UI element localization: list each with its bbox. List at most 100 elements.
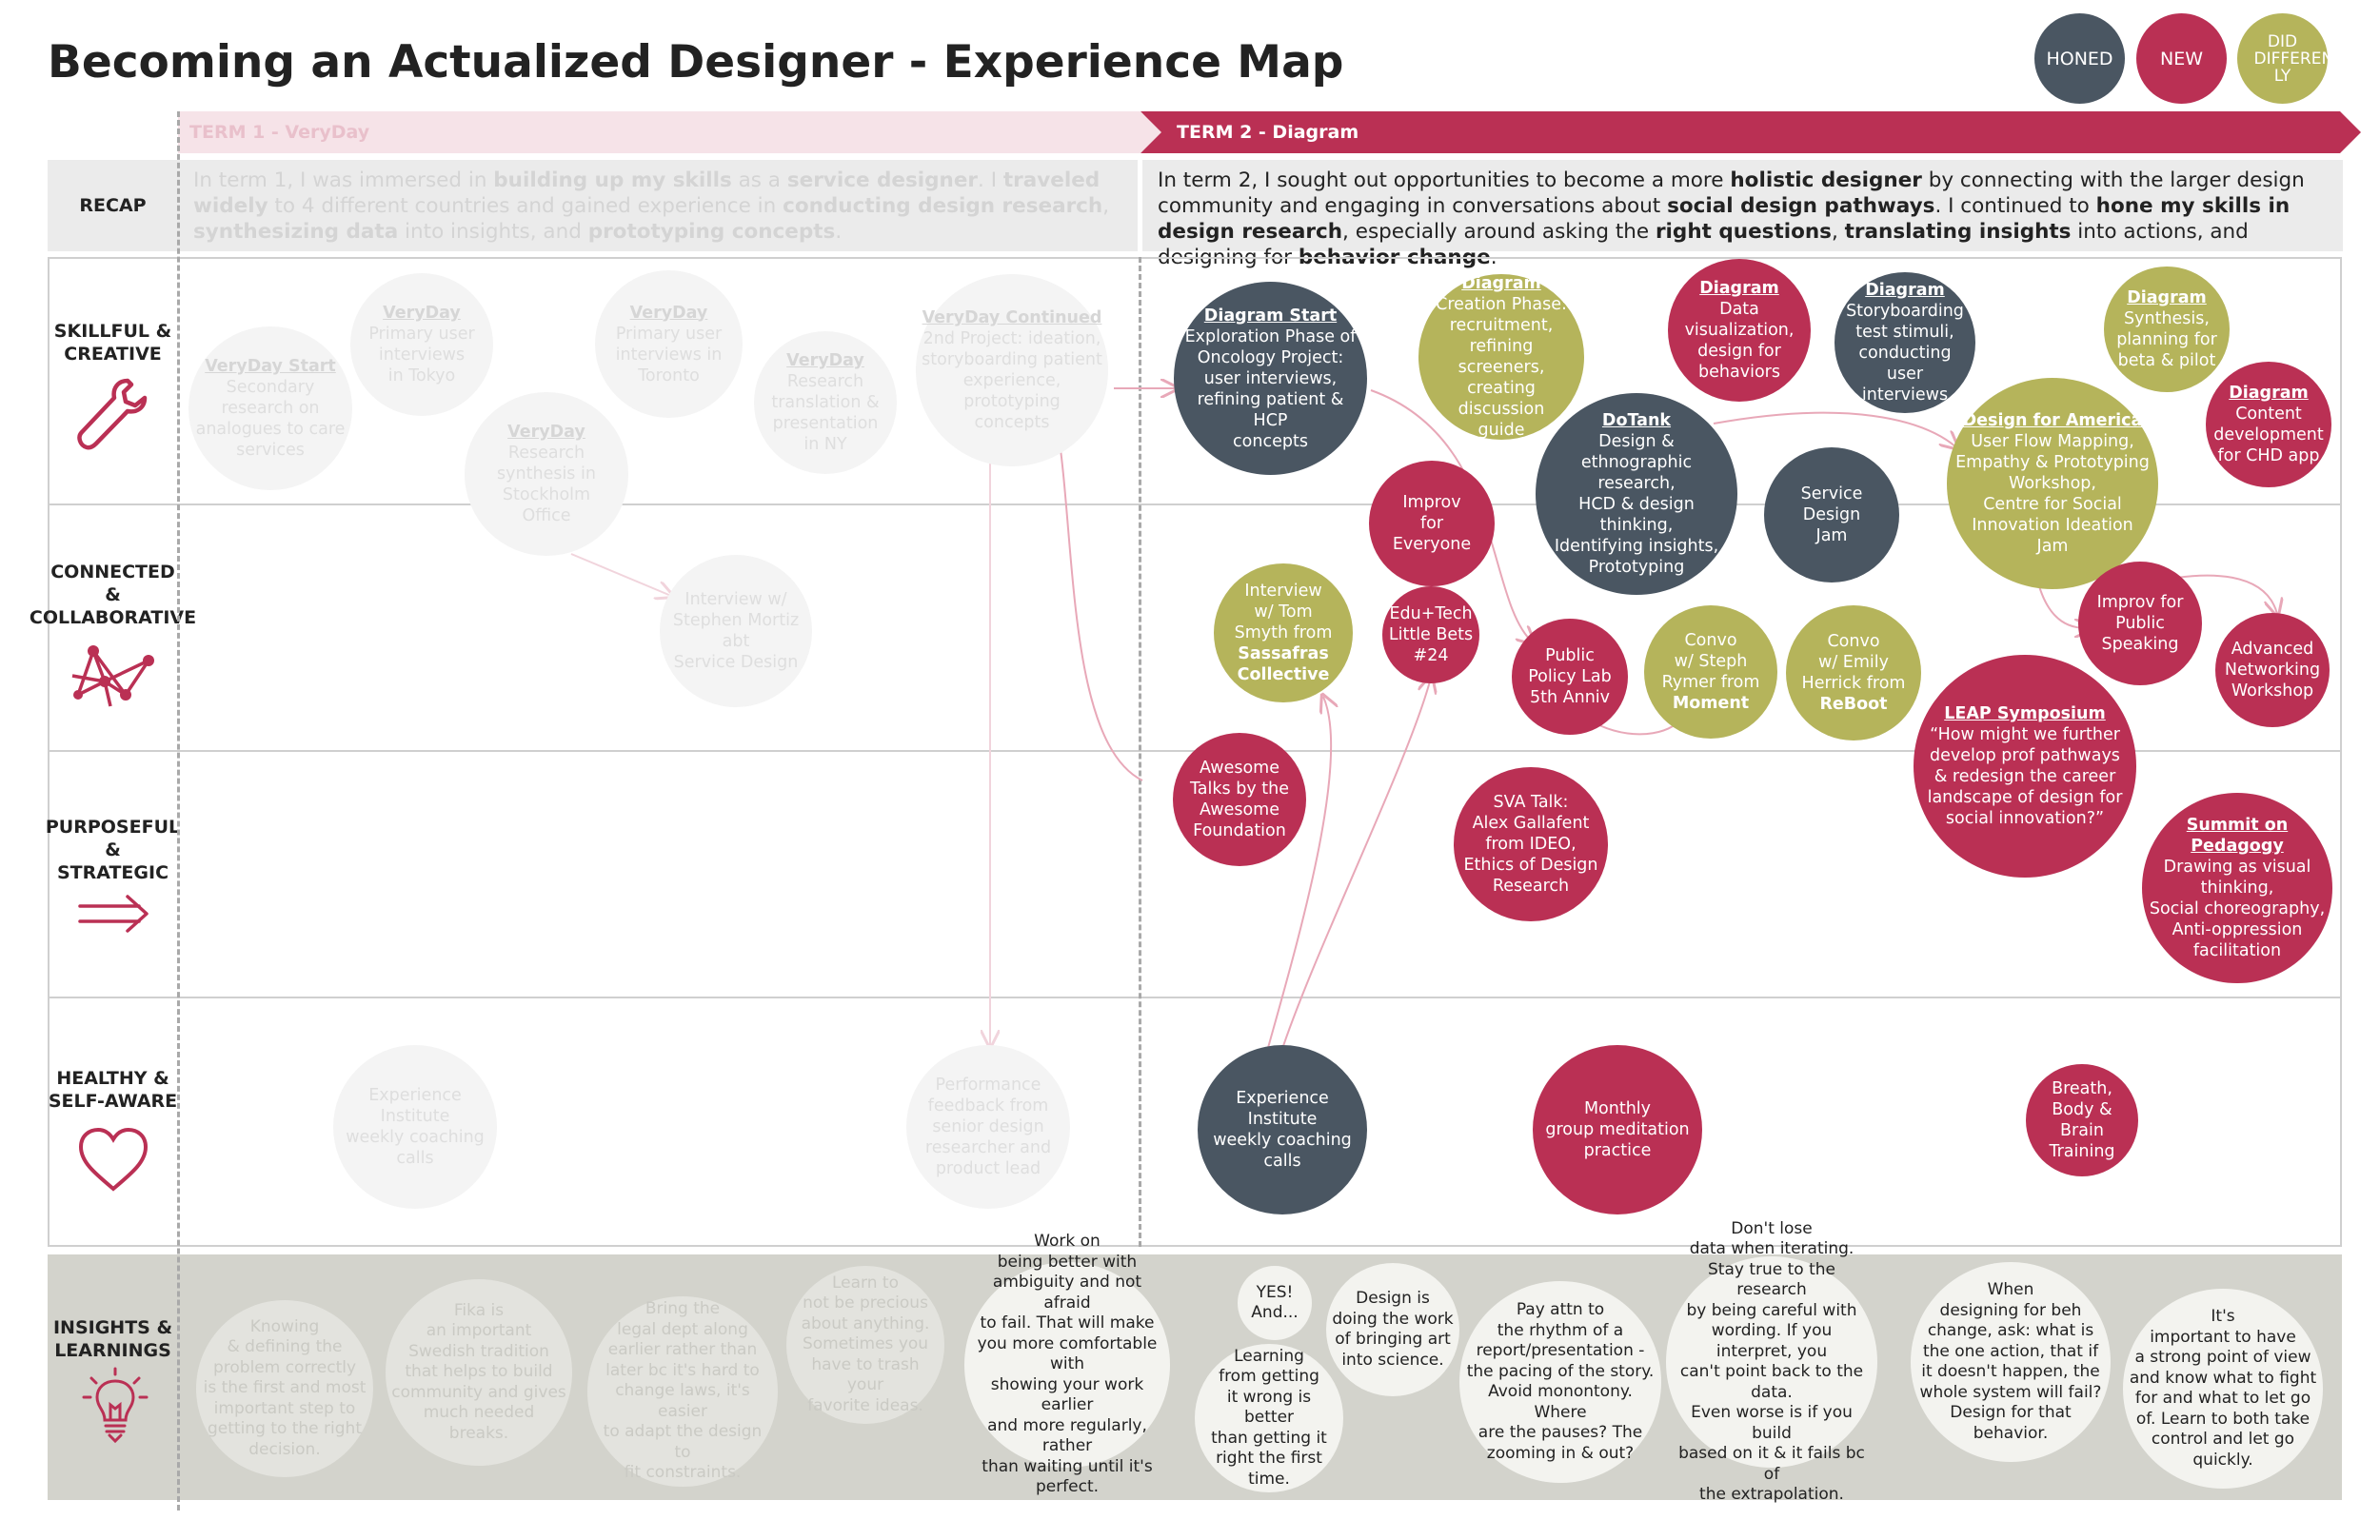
connector bbox=[1279, 678, 1431, 1056]
node-line: Policy Lab bbox=[1528, 667, 1612, 686]
node-line: Service bbox=[1800, 484, 1863, 503]
term1-bar: TERM 1 - VeryDay bbox=[178, 111, 1142, 153]
node-line: “How might we further bbox=[1930, 725, 2120, 744]
recap-emphasis: building up my skills bbox=[493, 168, 732, 192]
insight-line: Pay attn to bbox=[1516, 1300, 1605, 1319]
insight-line: much needed bbox=[423, 1403, 535, 1423]
node-line: Prototyping bbox=[1588, 558, 1685, 577]
insight-line: that helps to build bbox=[405, 1362, 553, 1382]
insight-line: Don't lose bbox=[1731, 1218, 1813, 1238]
node-line: Everyone bbox=[1392, 535, 1472, 554]
insight-line: breaks. bbox=[448, 1423, 509, 1443]
insight-line: perfect. bbox=[1035, 1477, 1100, 1497]
map-grid bbox=[48, 257, 2342, 1247]
row-label-connected: CONNECTED & COLLABORATIVE bbox=[30, 547, 196, 642]
node-line: SVA Talk: bbox=[1493, 793, 1569, 812]
node-title: Design for America bbox=[1962, 411, 2143, 430]
term1-start-divider bbox=[177, 111, 180, 1510]
node-meditation: Monthly group meditation practice bbox=[1533, 1045, 1702, 1214]
insight-line: based on it & it fails bc of bbox=[1678, 1444, 1865, 1484]
insight-line: is the first and most bbox=[203, 1378, 367, 1398]
row-divider bbox=[48, 503, 2342, 505]
row-label-text: & bbox=[105, 839, 121, 860]
insight-line: can't point back to the data. bbox=[1679, 1362, 1864, 1402]
node-line: #24 bbox=[1413, 646, 1449, 665]
recap-emphasis: conducting design research bbox=[783, 194, 1103, 218]
node-service-jam: Service Design Jam bbox=[1764, 447, 1899, 582]
node-line: Centre for Social bbox=[1983, 495, 2122, 514]
node-ei-coaching: Experience Institute weekly coaching calls bbox=[1198, 1045, 1367, 1214]
insight-line: data when iterating. bbox=[1689, 1239, 1854, 1258]
node-convo-emily: Convo w/ Emily Herrick from ReBoot bbox=[1786, 605, 1921, 740]
recap-text: . I bbox=[978, 168, 1003, 192]
node-convo-steph: Convo w/ Steph Rymer from Moment bbox=[1644, 605, 1777, 739]
insight-line: time. bbox=[1248, 1469, 1290, 1489]
node-line: interviews bbox=[378, 346, 466, 365]
recap-text: into insights, and bbox=[398, 220, 588, 244]
node-awesome: Awesome Talks by the Awesome Foundation bbox=[1173, 733, 1306, 866]
node-line: Speaking bbox=[2101, 635, 2179, 654]
node-line: Advanced bbox=[2231, 640, 2314, 659]
insight-line: Stay true to the research bbox=[1708, 1259, 1835, 1300]
node-line: Ethics of Design bbox=[1463, 856, 1598, 875]
insight-ins-8: Learning from getting it wrong is better th… bbox=[1195, 1344, 1343, 1492]
node-line: interviews in bbox=[615, 345, 723, 365]
node-line: for CHD app bbox=[2217, 446, 2320, 465]
insight-line: by being careful with bbox=[1686, 1300, 1857, 1320]
insight-line: wording. If you interpret, you bbox=[1711, 1321, 1833, 1361]
node-line: Anti-oppression bbox=[2172, 920, 2303, 939]
insight-line: than waiting until it's bbox=[982, 1456, 1153, 1476]
node-vd-interview: Interview w/Stephen Mortiz abt Service De… bbox=[660, 555, 812, 707]
recap-emphasis: prototyping concepts bbox=[587, 220, 836, 244]
node-title: Summit on Pedagogy bbox=[2186, 816, 2289, 856]
row-label-text: CONNECTED bbox=[50, 562, 175, 582]
node-line: translation & bbox=[771, 393, 880, 412]
insight-line: YES! bbox=[1256, 1282, 1294, 1302]
recap-term2: In term 2, I sought out opportunities to… bbox=[1142, 160, 2343, 269]
insight-line: than getting it bbox=[1211, 1428, 1327, 1448]
node-line: Stockholm bbox=[502, 485, 591, 504]
node-title: Diagram bbox=[1699, 279, 1779, 298]
node-title: VeryDay bbox=[786, 351, 864, 370]
recap-text: , bbox=[1831, 220, 1845, 244]
recap-text: to 4 different countries and gained expe… bbox=[268, 194, 783, 218]
insight-line: When bbox=[1987, 1280, 2034, 1299]
row-label-text: CREATIVE bbox=[64, 344, 162, 365]
recap-emphasis: service designer bbox=[786, 168, 979, 192]
node-title: VeryDay bbox=[383, 304, 461, 323]
node-line: User Flow Mapping, bbox=[1971, 432, 2134, 451]
node-line: weekly coaching bbox=[1213, 1131, 1352, 1150]
recap-emphasis: social design pathways bbox=[1667, 194, 1935, 218]
node-title: Diagram Start bbox=[1203, 306, 1338, 326]
insight-line: you more comfortable with bbox=[977, 1333, 1158, 1374]
row-label-insights: INSIGHTS & LEARNINGS bbox=[48, 1306, 178, 1372]
node-line: feedback from bbox=[927, 1096, 1049, 1116]
node-line: in NY bbox=[803, 435, 847, 454]
node-line: Content bbox=[2235, 405, 2302, 424]
node-line: development bbox=[2213, 425, 2324, 444]
node-line: & redesign the career bbox=[1934, 767, 2116, 786]
insight-line: whole system will fail? bbox=[1919, 1382, 2102, 1402]
insight-line: problem correctly bbox=[212, 1357, 357, 1377]
recap-emphasis: translating insights bbox=[1844, 220, 2072, 244]
node-line: Interview bbox=[1244, 582, 1322, 601]
insight-line: and know what to fight bbox=[2129, 1368, 2317, 1388]
insight-line: Learning bbox=[1234, 1346, 1304, 1366]
insight-ins-5: Work on being better with ambiguity and no… bbox=[964, 1232, 1170, 1496]
node-line: landscape of design for bbox=[1927, 788, 2123, 807]
node-line: Institute bbox=[1247, 1110, 1318, 1129]
insight-ins-12: It's important to have a strong point of v… bbox=[2123, 1289, 2323, 1489]
insight-line: And... bbox=[1251, 1303, 1299, 1322]
insight-line: favorite ideas. bbox=[807, 1395, 923, 1415]
node-dg-storyboard: Diagram Storyboarding test stimuli, conduct… bbox=[1835, 272, 1975, 413]
node-vd-coaching: Experience Institute weekly coaching calls bbox=[333, 1045, 497, 1209]
node-line: Jam bbox=[1815, 526, 1848, 545]
node-title: VeryDay Continued bbox=[922, 308, 1102, 327]
insight-line: decision. bbox=[248, 1439, 321, 1459]
insight-line: the rhythm of a bbox=[1497, 1320, 1624, 1340]
insight-line: to adapt the design to bbox=[603, 1422, 763, 1462]
node-line: Body & Brain bbox=[2052, 1100, 2112, 1140]
insight-line: legal dept along bbox=[617, 1319, 748, 1339]
node-subtitle: ReBoot bbox=[1819, 695, 1888, 714]
node-line: Secondary bbox=[226, 378, 315, 397]
